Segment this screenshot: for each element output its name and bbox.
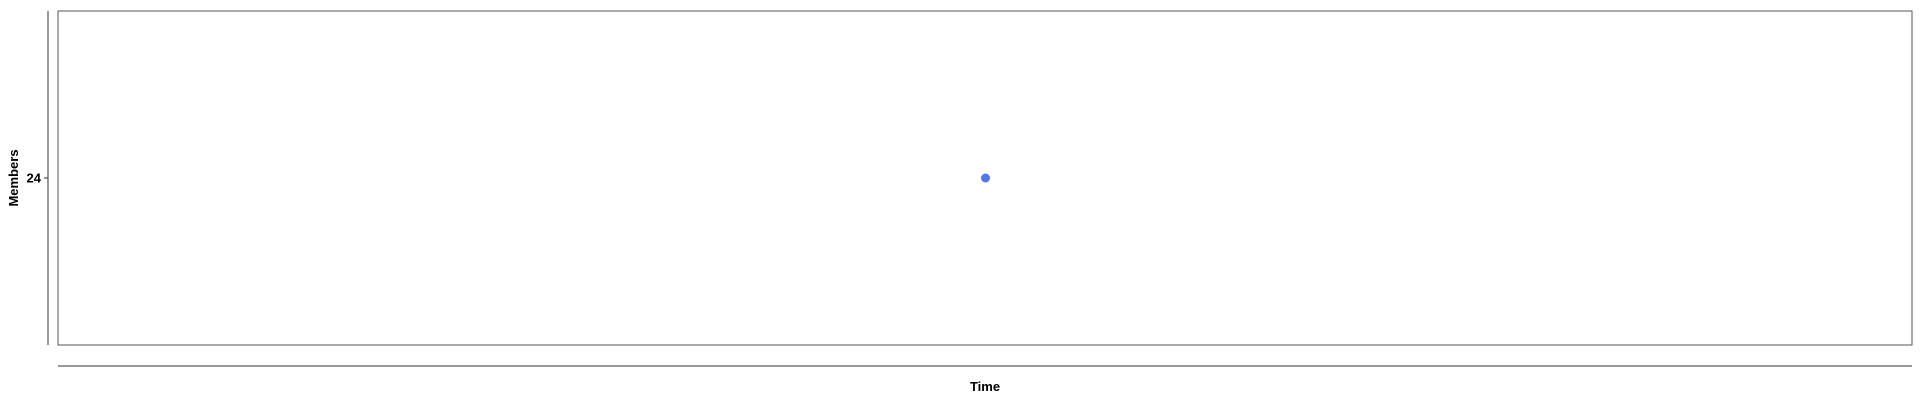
data-point <box>981 173 990 183</box>
y-tick-label: 24 <box>27 171 42 186</box>
x-axis-title: Time <box>970 379 1000 394</box>
y-axis-title: Members <box>6 149 21 206</box>
y-ticks: 24 <box>27 171 48 186</box>
data-points <box>981 173 990 183</box>
